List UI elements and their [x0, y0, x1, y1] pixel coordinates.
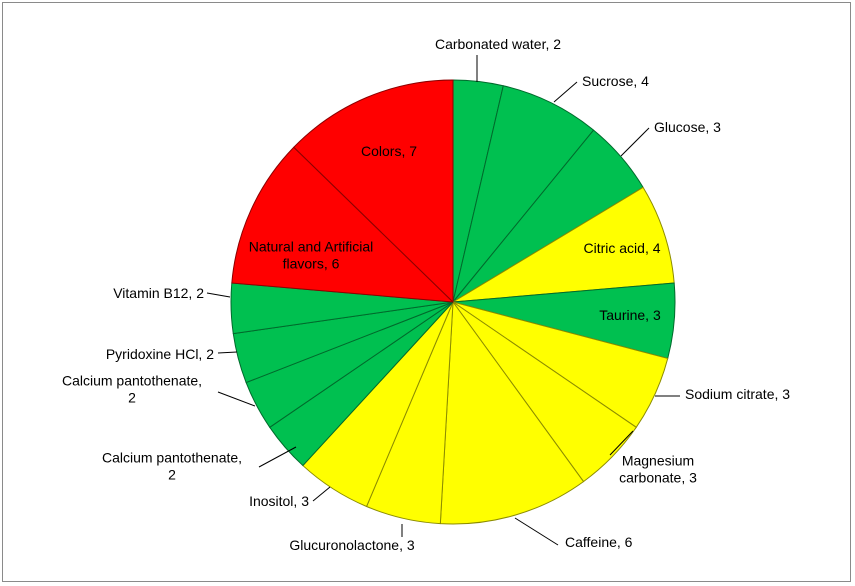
pie-slices [230, 79, 676, 525]
pie-slice [452, 85, 595, 303]
leader-line [217, 391, 256, 407]
slice-label: Colors, 7 [361, 143, 417, 159]
pie-slice [231, 146, 454, 303]
slice-label: Sucrose, 4 [582, 73, 649, 89]
pie-slice [452, 186, 675, 303]
slice-label: Calcium pantothenate, 2 [62, 373, 202, 406]
slice-label: Caffeine, 6 [565, 534, 633, 550]
slice-label: Citric acid, 4 [583, 240, 660, 256]
slice-label: Natural and Artificial flavors, 6 [249, 239, 374, 272]
slice-label: Carbonated water, 2 [435, 36, 561, 52]
leader-line [217, 351, 238, 354]
slice-label: Vitamin B12, 2 [113, 285, 204, 301]
slice-label: Taurine, 3 [599, 307, 661, 323]
slice-label: Glucose, 3 [654, 119, 721, 135]
leader-lines [206, 55, 680, 546]
slice-labels: Carbonated water, 2 Sucrose, 4 Glucose, 3 C… [62, 36, 790, 553]
leader-line [206, 292, 231, 298]
slice-label: Pyridoxine HCl, 2 [106, 346, 214, 362]
slice-label: Glucuronolactone, 3 [289, 537, 415, 553]
leader-line [258, 446, 297, 468]
slice-label: Magnesium carbonate, 3 [619, 453, 697, 486]
leader-line [609, 430, 634, 456]
leader-line [312, 486, 331, 502]
slice-label: Inositol, 3 [249, 493, 309, 509]
leader-line [620, 127, 650, 157]
slice-label: Sodium citrate, 3 [685, 386, 790, 402]
leader-line [553, 81, 578, 103]
pie-slice [293, 79, 454, 303]
slice-label: Calcium pantothenate, 2 [102, 450, 242, 483]
leader-line [514, 517, 559, 546]
pie-slice [439, 301, 584, 525]
